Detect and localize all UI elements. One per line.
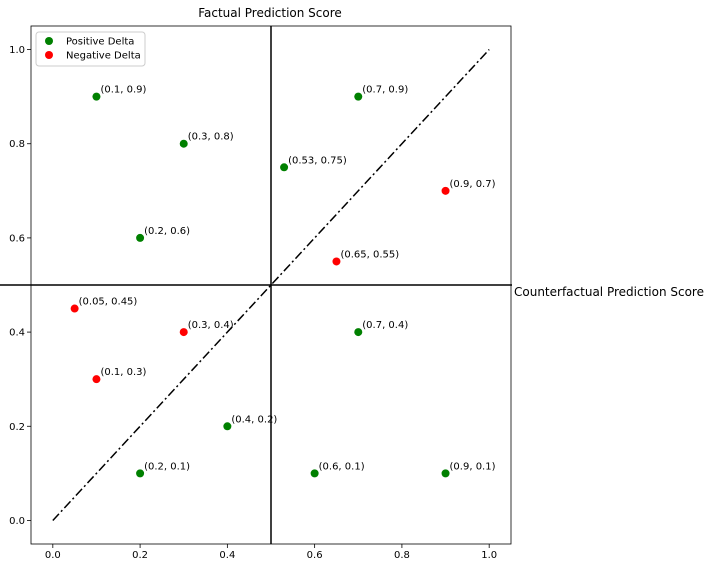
y-tick-label: 1.0 <box>9 45 25 56</box>
x-axis-label: Counterfactual Prediction Score <box>514 285 704 299</box>
data-point-label: (0.65, 0.55) <box>340 249 399 260</box>
x-tick-label: 0.0 <box>45 550 61 561</box>
legend-marker <box>45 51 53 59</box>
legend: Positive Delta Negative Delta <box>35 31 146 67</box>
data-point <box>179 139 188 148</box>
data-point-label: (0.53, 0.75) <box>288 155 347 166</box>
data-point <box>332 257 341 266</box>
diagonal-reference-line <box>52 49 490 521</box>
data-point-label: (0.4, 0.2) <box>231 414 277 425</box>
data-point-label: (0.2, 0.6) <box>144 226 190 237</box>
x-tick-label: 0.6 <box>307 550 323 561</box>
series-positive-delta: (0.1, 0.9) (0.3, 0.8) (0.2, 0.6) (0.7, 0.9)… <box>92 85 496 478</box>
data-point-label: (0.9, 0.7) <box>450 179 496 190</box>
x-tick-label: 0.4 <box>219 550 235 561</box>
data-point <box>136 469 145 478</box>
data-point <box>310 469 319 478</box>
y-tick-label: 0.4 <box>9 328 25 339</box>
y-tick-label: 0.6 <box>9 233 25 244</box>
y-tick-label: 0.8 <box>9 139 25 150</box>
data-point <box>136 233 145 242</box>
legend-entry: Negative Delta <box>66 51 141 62</box>
series-negative-delta: (0.9, 0.7) (0.65, 0.55) (0.05, 0.45) (0.3, … <box>70 179 496 384</box>
data-point <box>280 163 289 172</box>
data-point-label: (0.7, 0.4) <box>362 320 408 331</box>
data-point <box>441 469 450 478</box>
legend-entry: Positive Delta <box>66 37 134 48</box>
legend-marker <box>45 37 53 45</box>
legend-box <box>35 31 146 67</box>
data-point-label: (0.7, 0.9) <box>362 85 408 96</box>
data-point <box>92 92 101 101</box>
x-tick-label: 0.2 <box>132 550 148 561</box>
y-tick-label: 0.0 <box>9 516 25 527</box>
chart-title: Factual Prediction Score <box>198 6 342 20</box>
data-point <box>179 328 188 337</box>
plot-area: 0.0 0.2 0.4 0.6 0.8 1.0 0.0 0.2 0.4 0.6 0.8 1.0 (0.1… <box>0 25 512 561</box>
data-point-label: (0.3, 0.4) <box>188 320 234 331</box>
data-point-label: (0.05, 0.45) <box>79 297 138 308</box>
data-point-label: (0.2, 0.1) <box>144 461 190 472</box>
x-tick-label: 0.8 <box>394 550 410 561</box>
data-point-label: (0.1, 0.3) <box>100 367 146 378</box>
data-point <box>354 328 363 337</box>
data-point-label: (0.6, 0.1) <box>319 461 365 472</box>
data-point <box>223 422 232 431</box>
x-tick-label: 1.0 <box>481 550 497 561</box>
data-point-label: (0.1, 0.9) <box>100 85 146 96</box>
data-point <box>70 304 79 313</box>
data-point <box>354 92 363 101</box>
data-point-label: (0.9, 0.1) <box>450 461 496 472</box>
data-point <box>441 186 450 195</box>
data-point-label: (0.3, 0.8) <box>188 132 234 143</box>
y-tick-label: 0.2 <box>9 422 25 433</box>
data-point <box>92 375 101 384</box>
